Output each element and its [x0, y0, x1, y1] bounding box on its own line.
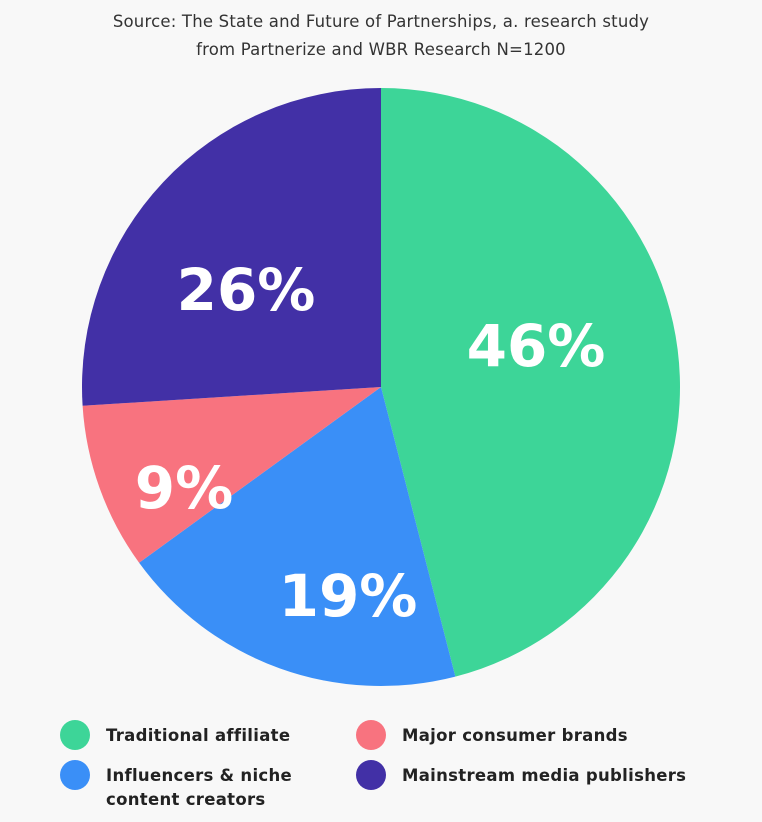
legend-dot-icon — [356, 760, 386, 790]
slice-influencers — [139, 387, 456, 687]
legend-label-line-2: content creators — [106, 790, 266, 809]
source-line-2: from Partnerize and WBR Research N=1200 — [196, 40, 566, 59]
slice-label-mainstream-media: 26% — [176, 256, 316, 324]
legend-dot-icon — [60, 760, 90, 790]
slice-label-traditional-affiliate: 46% — [466, 312, 606, 380]
legend-dot-icon — [356, 720, 386, 750]
slice-label-major-consumer-brands: 9% — [134, 454, 234, 522]
legend-item-influencers: Influencers & niche content creators — [60, 760, 293, 812]
legend-label: Traditional affiliate — [106, 726, 291, 745]
chart-source-caption: Source: The State and Future of Partners… — [0, 8, 762, 64]
legend-item-mainstream-media: Mainstream media publishers — [356, 760, 687, 790]
legend-dot-icon — [60, 720, 90, 750]
slice-major-consumer-brands — [82, 387, 381, 563]
slice-label-influencers: 19% — [278, 562, 418, 630]
legend-item-major-consumer-brands: Major consumer brands — [356, 720, 628, 750]
legend-label: Influencers & niche — [106, 766, 293, 785]
slice-traditional-affiliate — [381, 88, 680, 677]
legend-label: Major consumer brands — [402, 726, 628, 745]
legend-label: Mainstream media publishers — [402, 766, 687, 785]
slice-mainstream-media — [82, 88, 381, 406]
legend-item-traditional-affiliate: Traditional affiliate — [60, 720, 291, 750]
source-line-1: Source: The State and Future of Partners… — [112, 12, 650, 31]
